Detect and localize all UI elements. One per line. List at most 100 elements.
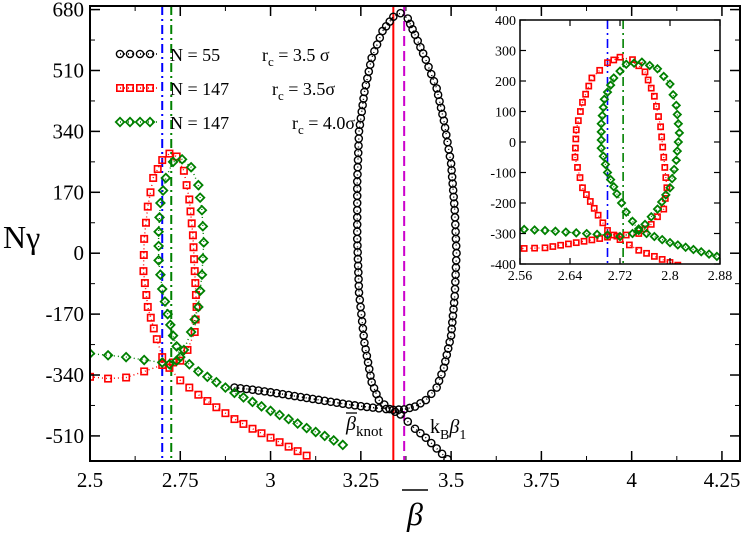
data-point-square	[658, 133, 666, 141]
data-point-square	[658, 256, 666, 263]
data-point-square	[641, 68, 649, 76]
data-point-diamond	[328, 434, 340, 446]
data-point-square	[596, 66, 604, 74]
data-point-square	[583, 191, 590, 199]
data-point-diamond	[598, 151, 609, 162]
data-point-diamond	[185, 161, 197, 173]
data-point-diamond	[120, 351, 132, 363]
data-point-square	[194, 390, 203, 399]
data-point-square	[643, 249, 650, 257]
data-point-diamond	[673, 137, 684, 147]
data-point-circle	[429, 76, 439, 86]
inset-series-line	[520, 61, 720, 258]
x-tick-label: 3.25	[342, 468, 379, 492]
data-point-diamond	[550, 226, 561, 237]
data-point-diamond	[644, 60, 655, 71]
data-point-square	[650, 92, 658, 100]
data-point-square	[588, 236, 596, 244]
inset-y-tick-label: -100	[490, 167, 516, 182]
data-point-square	[604, 227, 611, 234]
data-point-diamond	[598, 102, 609, 113]
data-point-diamond	[154, 197, 166, 209]
data-point-square	[622, 231, 630, 239]
inset-y-tick-label: 0	[509, 136, 516, 151]
data-point-diamond	[183, 358, 195, 370]
data-point-diamond	[592, 229, 602, 240]
data-point-circle	[432, 84, 441, 93]
data-point-circle	[254, 386, 263, 395]
data-point-diamond	[652, 204, 663, 214]
data-point-diamond	[649, 231, 660, 242]
data-point-square	[284, 442, 293, 451]
data-point-diamond	[228, 387, 240, 399]
data-point-square	[158, 353, 167, 362]
data-point-circle	[405, 403, 414, 413]
data-point-diamond	[197, 253, 209, 265]
data-point-square	[140, 279, 149, 288]
data-point-square	[185, 383, 194, 392]
data-point-diamond	[114, 116, 126, 128]
data-point-circle	[260, 387, 269, 396]
data-point-square	[625, 241, 633, 249]
y-tick-label: -340	[46, 363, 85, 387]
y-tick-label: -510	[46, 424, 85, 448]
data-point-diamond	[627, 216, 638, 227]
data-point-square	[571, 153, 579, 161]
data-point-square	[257, 429, 266, 438]
data-point-circle	[416, 428, 425, 438]
data-point-square	[189, 243, 198, 252]
data-point-diamond	[319, 430, 331, 442]
data-point-circle	[426, 389, 436, 399]
data-point-square	[635, 246, 643, 254]
data-point-diamond	[210, 376, 222, 388]
data-point-square	[576, 174, 584, 181]
data-point-diamond	[160, 172, 172, 184]
inset-x-tick-label: 2.72	[608, 269, 633, 284]
y-tick-label: -170	[46, 302, 85, 326]
inset-y-tick-label: -300	[490, 228, 516, 243]
data-point-square	[655, 113, 662, 120]
data-point-circle	[421, 395, 431, 405]
x-tick-label: 3.5	[438, 468, 464, 492]
data-point-square	[141, 218, 150, 227]
data-point-square	[661, 164, 669, 171]
data-point-square	[146, 188, 155, 197]
inset-plot: 2.56 2.64 2.72 2.8 2.88 400 300 200 100 0 -100 -200…	[476, 14, 732, 284]
data-point-diamond	[602, 230, 613, 240]
data-point-diamond	[560, 227, 571, 237]
data-point-circle	[125, 49, 135, 59]
data-point-circle	[326, 397, 336, 407]
data-point-square	[579, 184, 586, 192]
data-point-diamond	[167, 330, 179, 342]
inset-y-tick-label: 300	[495, 45, 516, 60]
data-point-square	[266, 433, 275, 442]
data-point-square	[653, 103, 660, 110]
data-point-diamond	[608, 181, 619, 192]
data-point-square	[579, 98, 586, 106]
inset-y-tick-label: 100	[495, 106, 516, 121]
data-point-diamond	[157, 185, 169, 196]
data-point-diamond	[189, 314, 201, 325]
data-point-diamond	[196, 269, 208, 281]
data-point-diamond	[171, 340, 183, 352]
data-point-diamond	[658, 71, 669, 82]
data-point-circle	[290, 391, 299, 401]
data-point-diamond	[163, 358, 175, 370]
data-point-circle	[405, 19, 415, 29]
legend-n-label: N = 55	[170, 45, 220, 65]
data-point-diamond	[178, 344, 190, 356]
data-point-diamond	[602, 87, 613, 98]
data-point-circle	[426, 438, 436, 448]
main-plot: 2.5 2.75 3 3.25 3.5 3.75 4 4.25 680 510 340 170 0 -17…	[46, 0, 741, 492]
data-point-square	[182, 181, 191, 190]
data-point-circle	[338, 399, 348, 408]
data-point-diamond	[608, 73, 619, 83]
data-point-diamond	[665, 237, 675, 248]
data-point-diamond	[185, 326, 197, 338]
data-point-diamond	[605, 80, 616, 90]
data-point-diamond	[657, 234, 668, 245]
data-point-square	[139, 267, 148, 276]
data-point-circle	[424, 62, 433, 72]
data-point-diamond	[159, 296, 171, 308]
